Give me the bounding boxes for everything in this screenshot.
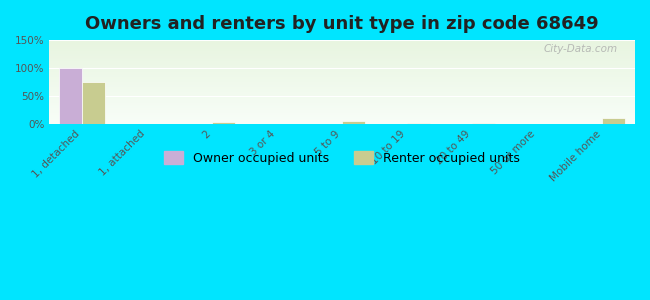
Text: City-Data.com: City-Data.com	[543, 44, 618, 54]
Legend: Owner occupied units, Renter occupied units: Owner occupied units, Renter occupied un…	[159, 146, 525, 170]
Title: Owners and renters by unit type in zip code 68649: Owners and renters by unit type in zip c…	[85, 15, 599, 33]
Bar	[473, 123, 495, 124]
Bar	[59, 68, 82, 124]
Bar	[212, 122, 235, 124]
Bar	[82, 82, 105, 124]
Bar	[343, 121, 365, 124]
Bar	[603, 118, 625, 124]
